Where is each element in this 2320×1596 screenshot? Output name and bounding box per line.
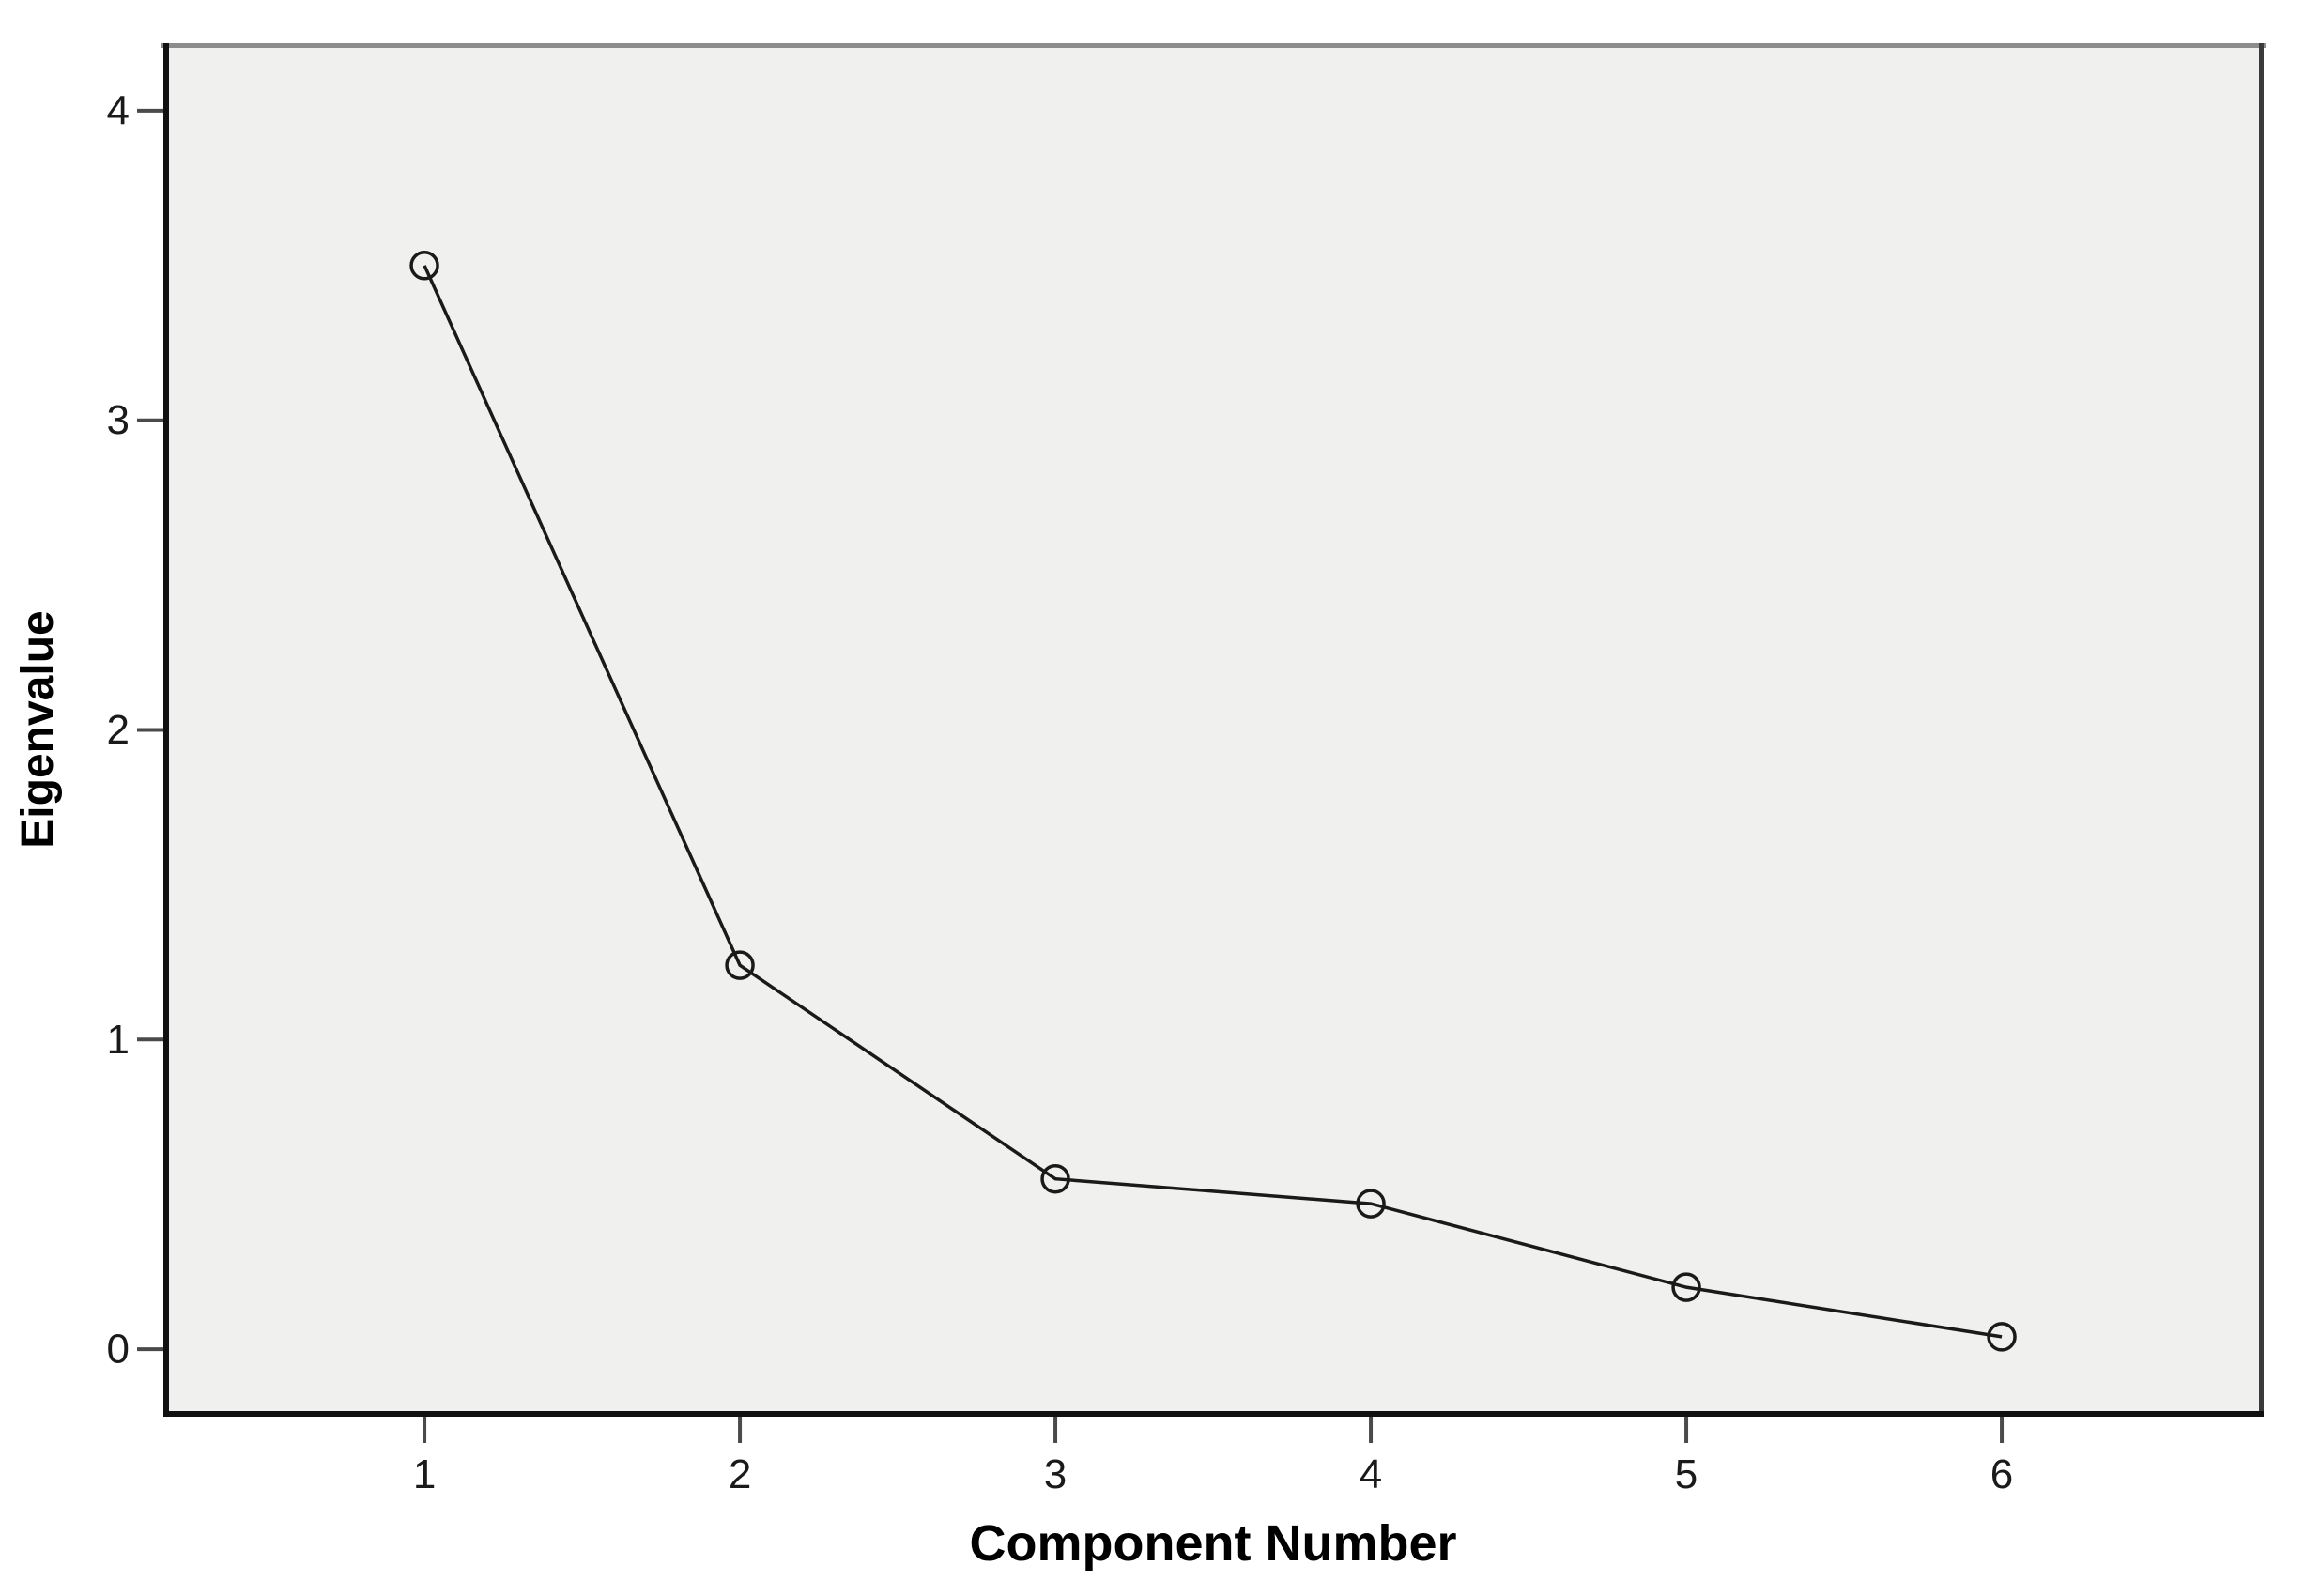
y-axis-tick-label: 0 — [107, 1327, 130, 1373]
plot-area — [163, 43, 2264, 1417]
data-point-marker — [1987, 1322, 2017, 1352]
x-axis-ticks: 1 2 3 4 5 6 — [413, 1417, 2013, 1497]
data-point-marker — [1356, 1189, 1386, 1219]
data-point-marker — [409, 251, 439, 281]
y-axis-tick-label: 1 — [107, 1017, 130, 1063]
x-axis-tick-label: 5 — [1675, 1451, 1698, 1497]
eigenvalue-series — [409, 251, 2017, 1352]
y-axis-tick-label: 2 — [107, 707, 130, 753]
y-axis-ticks: 0 1 2 3 4 — [107, 87, 163, 1373]
data-point-marker — [1671, 1272, 1701, 1302]
x-axis-tick-label: 1 — [413, 1451, 436, 1497]
x-axis-title: Component Number — [970, 1515, 1457, 1572]
data-point-marker — [1040, 1163, 1070, 1194]
x-axis-tick-label: 3 — [1044, 1451, 1067, 1497]
x-axis-tick-label: 4 — [1360, 1451, 1382, 1497]
y-axis-title: Eigenvalue — [13, 610, 63, 848]
data-point-marker — [725, 950, 755, 980]
y-axis-tick-label: 3 — [107, 397, 130, 443]
x-axis-tick-label: 6 — [1990, 1451, 2013, 1497]
x-axis-tick-label: 2 — [729, 1451, 751, 1497]
scree-line — [423, 265, 2003, 1339]
y-axis-tick-label: 4 — [107, 87, 130, 133]
